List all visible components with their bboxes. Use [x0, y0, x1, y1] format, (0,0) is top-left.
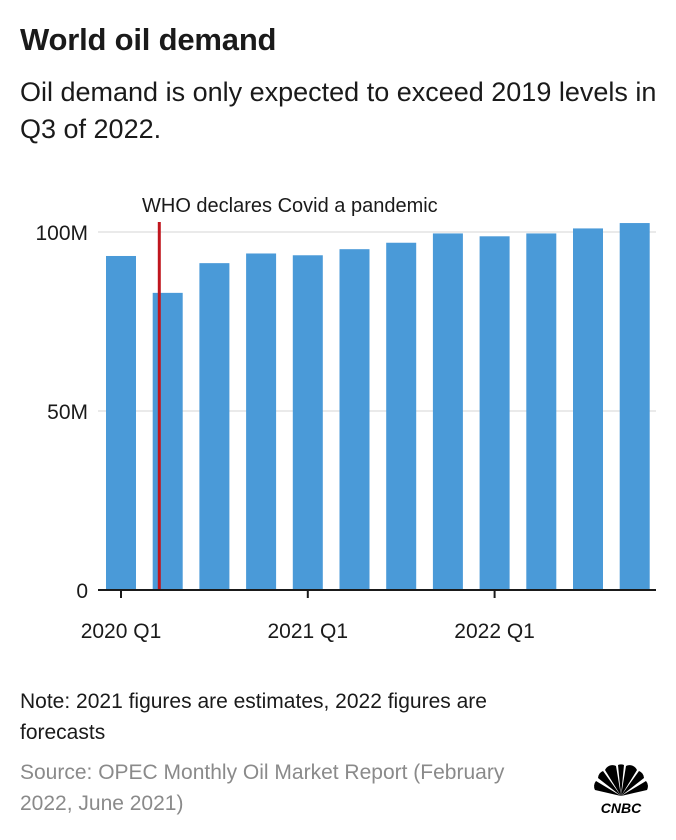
x-tick-label: 2022 Q1: [454, 620, 535, 643]
bar: [526, 233, 557, 590]
chart-title: World oil demand: [20, 22, 277, 57]
bar: [106, 255, 136, 590]
bar-chart: WHO declares Covid a pandemic 0 50M 100M 20…: [35, 195, 656, 643]
bar: [152, 292, 183, 590]
chart-subtitle: Oil demand is only expected to exceed 20…: [20, 77, 657, 144]
y-tick-label: 50M: [47, 401, 88, 424]
cnbc-peacock-logo: CNBC: [594, 764, 648, 816]
bar: [479, 236, 510, 590]
bar: [199, 263, 230, 590]
gridlines: [98, 231, 656, 412]
annotation: WHO declares Covid a pandemic: [142, 195, 438, 590]
bar: [619, 223, 650, 591]
annotation-label: WHO declares Covid a pandemic: [142, 195, 438, 217]
x-tick-label: 2020 Q1: [81, 620, 162, 643]
bar: [246, 253, 277, 591]
bar: [432, 233, 463, 590]
x-tick-label: 2021 Q1: [268, 620, 349, 643]
bar: [573, 228, 603, 591]
bars: [106, 223, 650, 591]
y-tick-label: 0: [76, 580, 88, 603]
logo-wordmark: CNBC: [601, 800, 642, 816]
footnote: Note: 2021 figures are estimates, 2022 f…: [20, 690, 487, 744]
y-tick-label: 100M: [35, 222, 88, 245]
bar: [339, 249, 370, 590]
source-note: Source: OPEC Monthly Oil Market Report (…: [20, 761, 505, 815]
bar: [292, 255, 323, 590]
axes: 0 50M 100M 2020 Q1 2021 Q1 2022 Q1: [35, 222, 656, 643]
bar: [386, 242, 417, 591]
